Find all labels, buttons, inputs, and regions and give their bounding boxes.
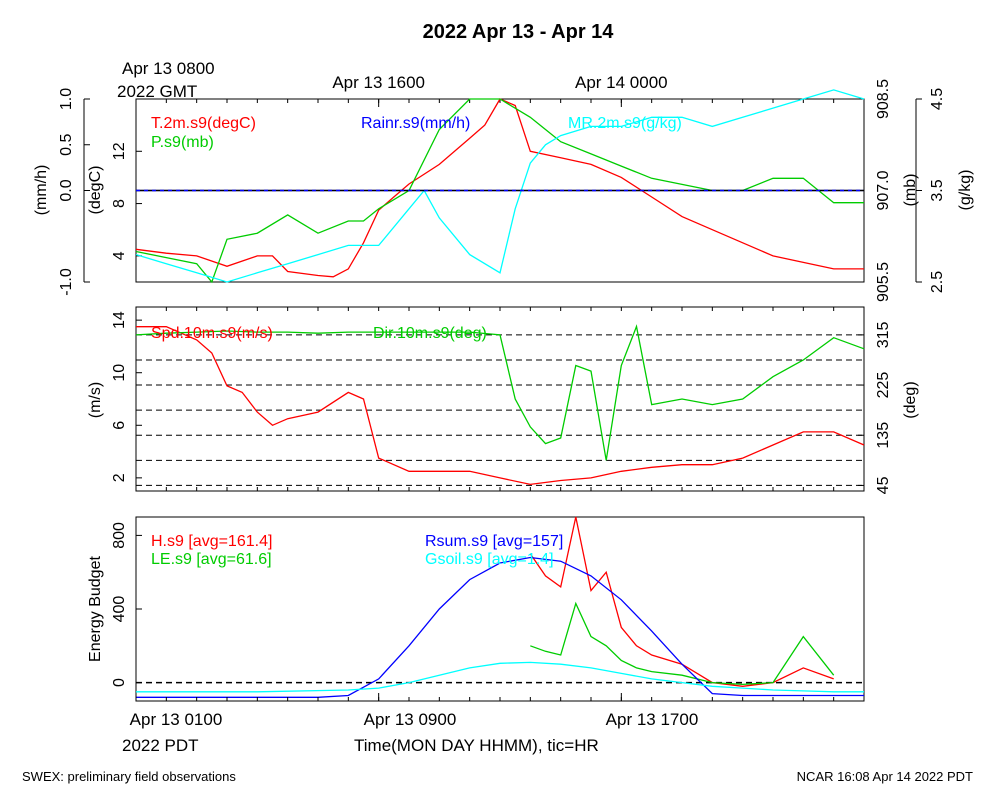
mb-tick-label: 908.5 [875,79,892,119]
legend-net-radiation: Rsum.s9 [avg=157] [425,533,563,550]
panels: -1.0 0.0 0.5 1.0 (mm/h) 4 8 12 (degC) 905.5 907.0 9… [33,73,974,729]
legend-sensible-heat: H.s9 [avg=161.4] [151,533,272,550]
chart-title: 2022 Apr 13 - Apr 14 [423,21,615,43]
series-line-net-radiation [136,556,864,698]
energy-axis-label: Energy Budget [87,556,104,662]
gkg-tick-label: 2.5 [929,271,946,293]
mmh-tick-label: 0.5 [58,134,75,156]
bottom-axis-sublabel: 2022 PDT [122,736,199,755]
series-line-wind-direction [135,324,865,461]
mmh-tick-label: -1.0 [58,268,75,296]
energy-tick-label: 0 [111,678,128,687]
footer-right: NCAR 16:08 Apr 14 2022 PDT [797,769,973,784]
gkg-tick-label: 4.5 [929,88,946,110]
mb-tick-label: 905.5 [875,262,892,302]
legend-rain: Rainr.s9(mm/h) [361,115,470,132]
top-x-tick-label: Apr 13 1600 [332,73,425,92]
direction-tick-label: 225 [875,372,892,399]
mmh-tick-label: 1.0 [58,88,75,110]
legend-soil-heat: Gsoil.s9 [avg=1.4] [425,551,554,568]
degc-axis-label: (degC) [87,166,104,215]
gkg-axis-label: (g/kg) [957,170,974,211]
speed-tick-label: 2 [111,473,128,482]
top-axis-start-sublabel: 2022 GMT [117,82,197,101]
bottom-x-tick-label: Apr 13 1700 [606,710,699,729]
speed-tick-label: 14 [111,311,128,329]
gkg-tick-label: 3.5 [929,179,946,201]
speed-tick-label: 10 [111,364,128,382]
degc-tick-label: 12 [111,142,128,160]
series-line-latent-heat [530,601,835,686]
top-axis-start-label: Apr 13 0800 [122,59,215,78]
series-line-soil-heat [136,661,864,693]
legend-temp: T.2m.s9(degC) [151,115,256,132]
legend-wind-speed: Spd.10m.s9(m/s) [151,325,273,342]
legend-latent-heat: LE.s9 [avg=61.6] [151,551,272,568]
top-x-tick-label: Apr 14 0000 [575,73,668,92]
bottom-x-tick-label: Apr 13 0900 [364,710,457,729]
footer-left: SWEX: preliminary field observations [22,769,236,784]
series-line-gkg [135,89,865,283]
degc-tick-label: 4 [111,251,128,260]
legend-wind-direction: Dir.10m.s9(deg) [373,325,487,342]
legend-pressure: P.s9(mb) [151,134,214,151]
bottom-axis-xlabel: Time(MON DAY HHMM), tic=HR [354,736,599,755]
mb-tick-label: 907.0 [875,170,892,210]
direction-axis-label: (deg) [902,381,919,418]
mmh-axis-label: (mm/h) [33,165,50,216]
mb-axis-label: (mb) [902,174,919,207]
direction-tick-label: 45 [875,476,892,494]
direction-tick-label: 135 [875,422,892,449]
direction-tick-label: 315 [875,321,892,348]
series-line-wind-speed [136,326,865,486]
speed-tick-label: 6 [111,421,128,430]
energy-tick-label: 400 [111,596,128,623]
energy-tick-label: 800 [111,522,128,549]
series-line-degC [135,98,864,278]
legend-mixing-ratio: MR.2m.s9(g/kg) [568,115,682,132]
speed-axis-label: (m/s) [87,382,104,418]
bottom-x-tick-label: Apr 13 0100 [130,710,223,729]
degc-tick-label: 8 [111,199,128,208]
mmh-tick-label: 0.0 [58,179,75,201]
